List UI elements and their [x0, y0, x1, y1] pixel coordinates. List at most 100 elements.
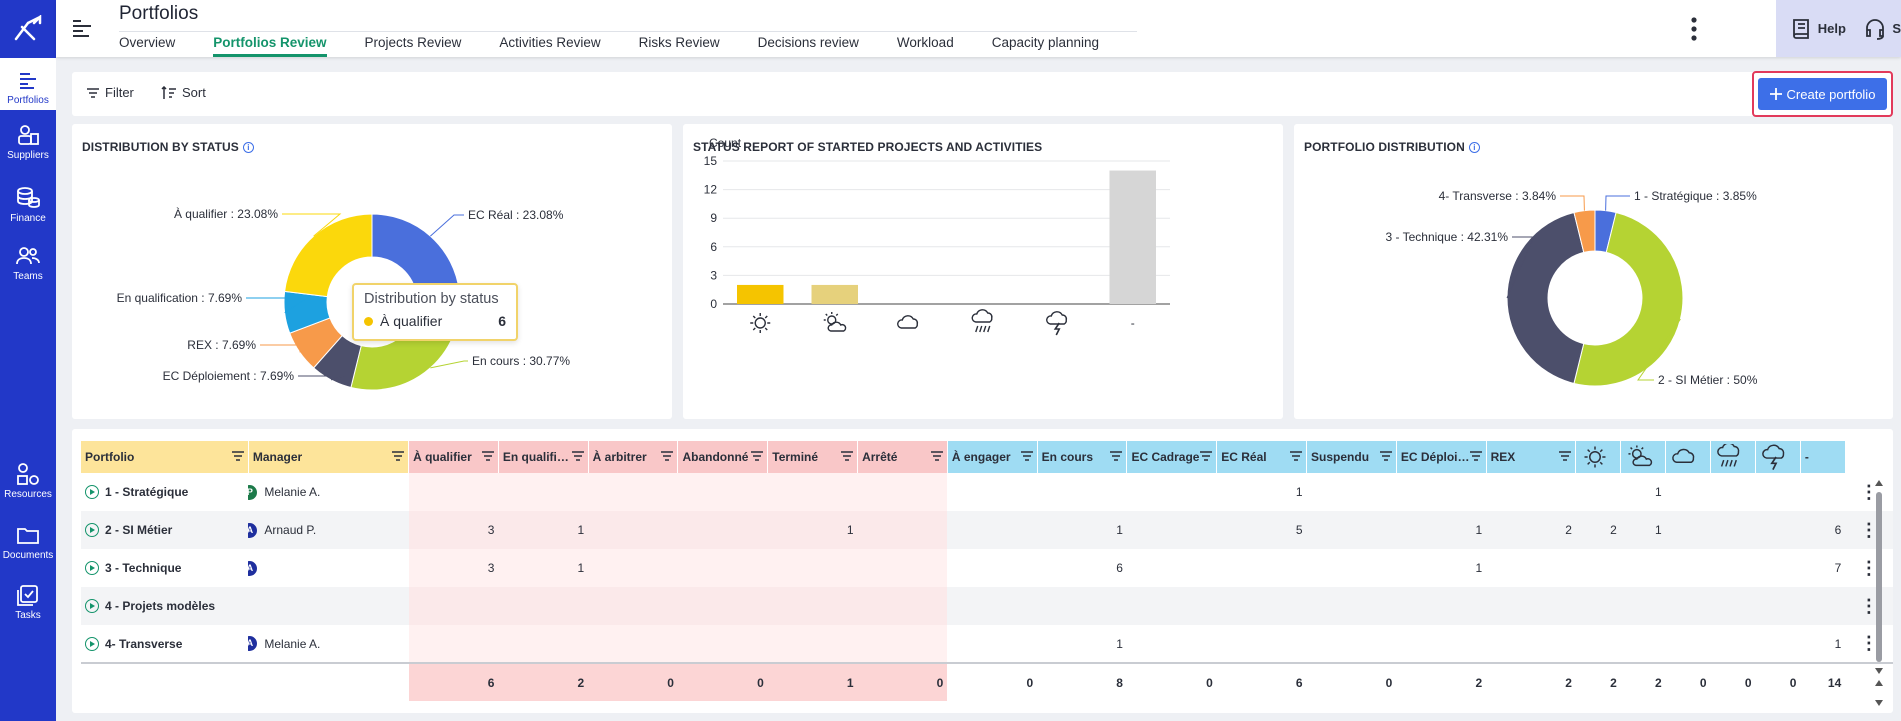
expand-play-icon[interactable]: [85, 636, 99, 651]
row-actions-icon[interactable]: ⋮: [1845, 587, 1893, 625]
table-row[interactable]: 1 - Stratégique P Melanie A. 1 1 ⋮: [81, 473, 1893, 511]
filter-icon[interactable]: [1559, 451, 1572, 462]
row-actions-icon[interactable]: ⋮: [1859, 481, 1878, 502]
rail-item-resources[interactable]: Resources: [0, 461, 56, 500]
tab-activities-review[interactable]: Activities Review: [499, 35, 601, 50]
row-actions-icon[interactable]: ⋮: [1845, 511, 1893, 549]
rail-item-finance[interactable]: Finance: [0, 185, 56, 224]
portfolio-label[interactable]: 2 - SI Métier: [105, 523, 173, 537]
info-icon[interactable]: i: [1468, 142, 1480, 153]
tab-decisions-review[interactable]: Decisions review: [757, 35, 859, 50]
tab-workload[interactable]: Workload: [896, 35, 954, 50]
column-header[interactable]: En cours: [1037, 441, 1128, 473]
tab-overview[interactable]: Overview: [119, 35, 176, 50]
filter-icon[interactable]: [1379, 451, 1392, 462]
vertical-scrollbar[interactable]: [1873, 478, 1885, 708]
column-header[interactable]: Portfolio: [81, 441, 249, 473]
row-actions-icon[interactable]: ⋮: [1859, 633, 1878, 653]
column-header[interactable]: Terminé: [767, 441, 859, 473]
empty-cell: [1845, 662, 1893, 701]
portfolio-label[interactable]: 4 - Projets modèles: [105, 599, 216, 613]
menu-toggle-icon[interactable]: [70, 16, 94, 40]
filter-button[interactable]: Filter: [86, 85, 134, 100]
pie-slice: [1506, 211, 1585, 385]
slice-label: 2 - SI Métier : 50%: [1658, 373, 1758, 387]
column-header[interactable]: -: [1800, 441, 1846, 473]
slice-label: EC Réal : 23.08%: [468, 208, 564, 222]
partly-cloudy-icon: [1628, 445, 1653, 467]
total-cell: 8: [1037, 662, 1127, 701]
column-header[interactable]: Abandonné: [677, 441, 769, 473]
tab-capacity-planning[interactable]: Capacity planning: [991, 35, 1100, 50]
value-cell: [1621, 549, 1666, 587]
rail-item-suppliers[interactable]: Suppliers: [0, 122, 56, 161]
portfolio-label[interactable]: 1 - Stratégique: [105, 485, 189, 499]
filter-icon[interactable]: [841, 451, 854, 462]
chart-title-text: DISTRIBUTION BY STATUS: [82, 140, 239, 154]
expand-play-icon[interactable]: [85, 523, 99, 537]
value-cell: [677, 549, 768, 587]
total-cell: 0: [588, 662, 678, 701]
column-header[interactable]: [1755, 441, 1801, 473]
filter-icon[interactable]: [1290, 451, 1303, 462]
info-icon[interactable]: i: [242, 142, 254, 153]
filter-icon[interactable]: [751, 451, 764, 462]
tab-risks-review[interactable]: Risks Review: [638, 35, 720, 50]
sort-button[interactable]: Sort: [161, 85, 206, 100]
value-cell: [1037, 587, 1127, 625]
column-header[interactable]: EC Cadrage: [1126, 441, 1218, 473]
rail-item-teams[interactable]: Teams: [0, 243, 56, 282]
table-row[interactable]: 4 - Projets modèles ⋮: [81, 587, 1893, 625]
filter-icon[interactable]: [481, 451, 494, 462]
filter-icon[interactable]: [1110, 451, 1123, 462]
filter-icon[interactable]: [571, 451, 584, 462]
column-header[interactable]: À arbitrer: [588, 441, 679, 473]
filter-icon[interactable]: [231, 451, 244, 462]
role-badge: P: [248, 484, 258, 500]
filter-icon[interactable]: [930, 451, 943, 462]
column-header-label: En qualifi…: [502, 450, 569, 464]
column-header[interactable]: Suspendu: [1306, 441, 1397, 473]
tab-portfolios-review[interactable]: Portfolios Review: [213, 32, 327, 57]
column-header[interactable]: En qualifi…: [498, 441, 589, 473]
filter-icon[interactable]: [1020, 451, 1033, 462]
column-header[interactable]: [1710, 441, 1756, 473]
tab-projects-review[interactable]: Projects Review: [364, 35, 462, 50]
table-row[interactable]: 3 - TechniquePA31617⋮: [81, 549, 1893, 587]
column-header[interactable]: À qualifier: [408, 441, 499, 473]
column-header[interactable]: [1620, 441, 1667, 473]
portfolio-label[interactable]: 4- Transverse: [105, 636, 183, 651]
support-button[interactable]: Support: [1863, 17, 1901, 41]
filter-icon[interactable]: [1469, 451, 1482, 462]
filter-icon[interactable]: [661, 451, 674, 462]
help-button[interactable]: Help: [1791, 17, 1846, 41]
value-cell: [767, 587, 858, 625]
filter-icon[interactable]: [1200, 451, 1213, 462]
column-header[interactable]: [1665, 441, 1712, 473]
manager-cell: PA: [248, 549, 408, 587]
rail-item-documents[interactable]: Documents: [0, 522, 56, 561]
filter-icon[interactable]: [392, 451, 405, 462]
expand-play-icon[interactable]: [85, 599, 99, 613]
column-header[interactable]: Arrêté: [857, 441, 948, 473]
column-header[interactable]: [1575, 441, 1622, 473]
table-row[interactable]: 4- Transverse A Melanie A. 1 1 ⋮: [81, 625, 1893, 663]
portfolio-label[interactable]: 3 - Technique: [105, 561, 182, 575]
app-logo[interactable]: [0, 0, 56, 56]
more-options-icon[interactable]: [1684, 14, 1704, 44]
value-cell: [1711, 473, 1756, 511]
rail-item-tasks[interactable]: Tasks: [0, 582, 56, 621]
expand-play-icon[interactable]: [85, 485, 99, 499]
expand-play-icon[interactable]: [85, 561, 99, 575]
column-header[interactable]: EC Réal: [1216, 441, 1308, 473]
rail-item-portfolios[interactable]: Portfolios: [0, 58, 56, 110]
create-portfolio-button[interactable]: Create portfolio: [1758, 78, 1887, 110]
value-cell: 2: [1486, 511, 1576, 549]
value-cell: [1576, 549, 1621, 587]
row-actions-icon[interactable]: ⋮: [1859, 557, 1878, 578]
column-header[interactable]: REX: [1486, 441, 1577, 473]
column-header[interactable]: À engager: [947, 441, 1038, 473]
column-header[interactable]: EC Déploi…: [1396, 441, 1487, 473]
column-header[interactable]: Manager: [248, 441, 410, 473]
